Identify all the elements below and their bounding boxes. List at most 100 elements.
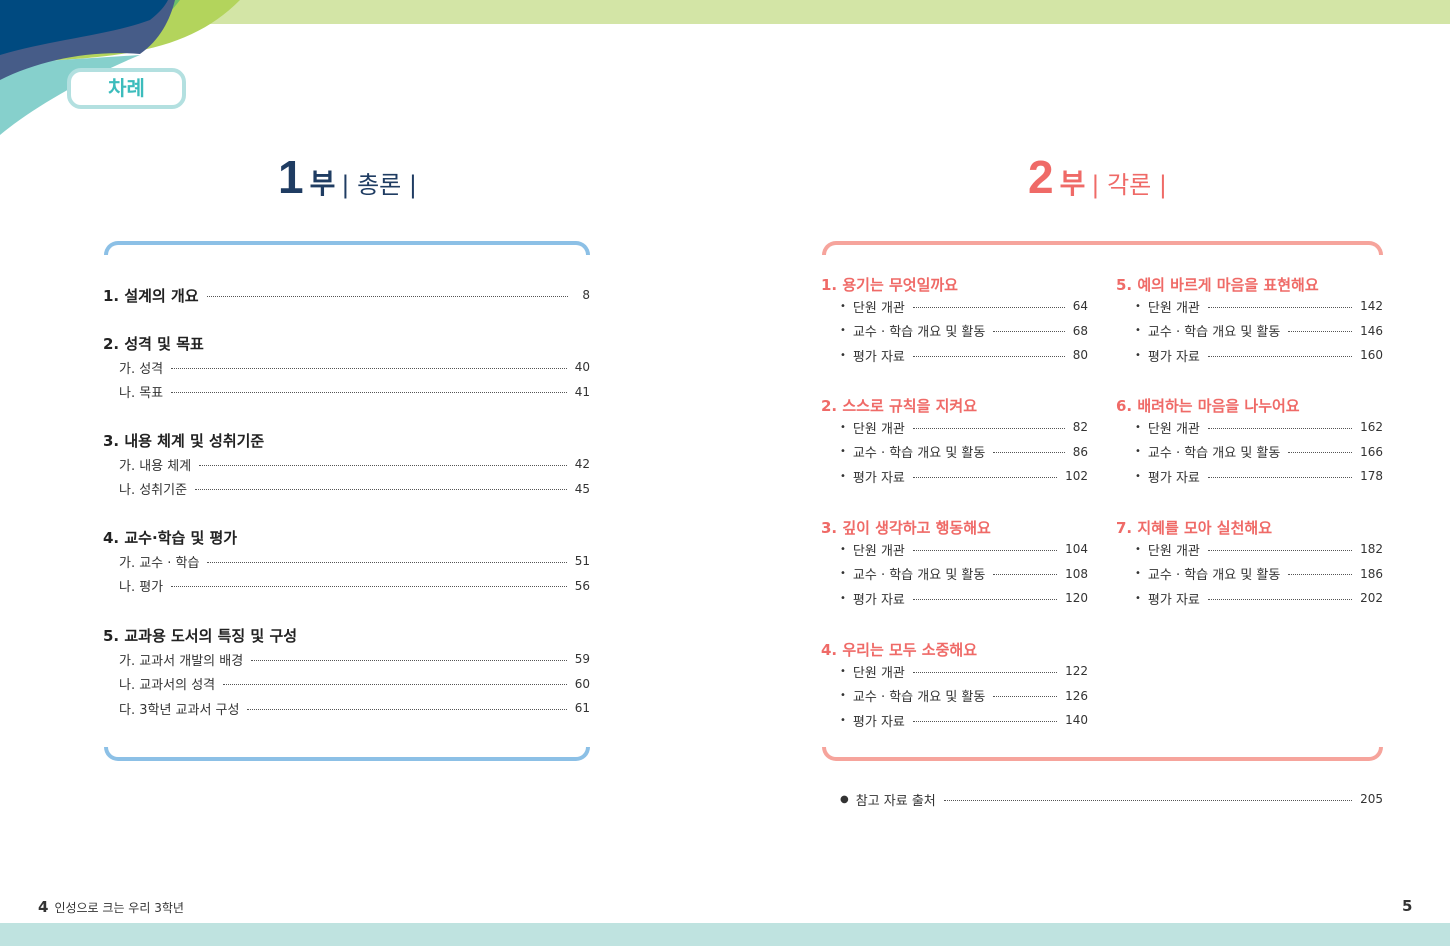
- bullet-icon: •: [840, 300, 846, 312]
- leader-dots: [912, 476, 1058, 478]
- unit-heading[interactable]: 3. 깊이 생각하고 행동해요: [821, 519, 991, 537]
- leader-dots: [207, 561, 567, 563]
- leader-dots: [223, 684, 567, 685]
- toc-entry[interactable]: 나. 교과서의 성격 60: [119, 675, 590, 694]
- toc-section-heading[interactable]: 2. 성격 및 목표: [103, 334, 204, 353]
- entry-label: 교수 · 학습 개요 및 활동: [852, 446, 986, 461]
- leader-dots: [1288, 331, 1353, 332]
- toc-section-entry[interactable]: 1. 설계의 개요 8: [103, 286, 590, 305]
- unit-heading[interactable]: 7. 지혜를 모아 실천해요: [1116, 519, 1273, 537]
- toc-entry[interactable]: • 교수 · 학습 개요 및 활동 126: [840, 687, 1088, 706]
- left-page-number: 4: [38, 898, 49, 916]
- leader-dots: [1288, 452, 1353, 453]
- entry-page: 64: [1072, 299, 1088, 313]
- leader-dots: [1207, 427, 1353, 429]
- toc-entry[interactable]: • 단원 개관 182: [1135, 540, 1383, 559]
- toc-section-heading[interactable]: 3. 내용 체계 및 성취기준: [103, 431, 265, 450]
- entry-page: 120: [1065, 591, 1088, 605]
- toc-entry[interactable]: • 평가 자료 202: [1135, 589, 1383, 608]
- leader-dots: [1207, 476, 1353, 478]
- unit-heading[interactable]: 1. 용기는 무엇일까요: [821, 276, 958, 294]
- toc-entry[interactable]: 가. 내용 체계 42: [119, 455, 590, 474]
- unit-heading[interactable]: 6. 배려하는 마음을 나누어요: [1116, 397, 1300, 415]
- unit-heading[interactable]: 4. 우리는 모두 소중해요: [821, 641, 978, 659]
- entry-label: 1. 설계의 개요: [103, 286, 199, 305]
- entry-page: 186: [1360, 566, 1383, 581]
- part1-title: 1 부 | 총론 |: [278, 150, 417, 204]
- part2-bracket-top: [822, 241, 1383, 255]
- leader-dots: [993, 696, 1058, 697]
- toc-entry[interactable]: • 단원 개관 122: [840, 662, 1088, 681]
- toc-entry[interactable]: 가. 교수 · 학습 51: [119, 552, 590, 571]
- leader-dots: [943, 799, 1353, 801]
- leader-dots: [247, 708, 567, 710]
- reference-entry[interactable]: ● 참고 자료 출처 205: [840, 790, 1383, 809]
- toc-entry[interactable]: 다. 3학년 교과서 구성 61: [119, 699, 590, 718]
- entry-label: 가. 성격: [119, 361, 164, 377]
- part2-bracket-bottom: [822, 747, 1383, 761]
- leader-dots: [912, 720, 1058, 722]
- toc-section-heading[interactable]: 5. 교과용 도서의 특징 및 구성: [103, 626, 298, 645]
- toc-entry[interactable]: • 평가 자료 102: [840, 467, 1088, 486]
- toc-entry[interactable]: • 교수 · 학습 개요 및 활동 68: [840, 322, 1088, 341]
- toc-entry[interactable]: • 평가 자료 120: [840, 589, 1088, 608]
- leader-dots: [171, 392, 567, 393]
- entry-page: 51: [574, 554, 590, 568]
- leader-dots: [993, 331, 1065, 332]
- leader-dots: [195, 489, 567, 490]
- toc-entry[interactable]: 나. 성취기준 45: [119, 480, 590, 499]
- bullet-icon: •: [840, 592, 846, 604]
- entry-label: 가. 교수 · 학습: [119, 555, 200, 571]
- bullet-icon: •: [1135, 349, 1141, 361]
- toc-entry[interactable]: 가. 성격 40: [119, 358, 590, 377]
- reference-label: 참고 자료 출처: [855, 793, 936, 809]
- bullet-icon: •: [840, 714, 846, 726]
- entry-label: 평가 자료: [852, 592, 905, 608]
- leader-dots: [1288, 574, 1353, 575]
- part1-bu: 부: [309, 167, 336, 200]
- entry-page: 102: [1065, 469, 1088, 483]
- entry-label: 교수 · 학습 개요 및 활동: [852, 690, 986, 705]
- bullet-icon: •: [840, 543, 846, 555]
- toc-entry[interactable]: • 평가 자료 160: [1135, 346, 1383, 365]
- toc-entry[interactable]: 나. 목표 41: [119, 383, 590, 402]
- entry-label: 평가 자료: [852, 470, 905, 486]
- toc-section-heading[interactable]: 4. 교수·학습 및 평가: [103, 528, 238, 547]
- leader-dots: [912, 671, 1058, 673]
- toc-entry[interactable]: • 교수 · 학습 개요 및 활동 186: [1135, 565, 1383, 584]
- entry-page: 68: [1072, 323, 1088, 338]
- toc-entry[interactable]: • 평가 자료 178: [1135, 467, 1383, 486]
- entry-label: 단원 개관: [1147, 543, 1200, 559]
- bullet-icon: •: [1135, 421, 1141, 433]
- toc-entry[interactable]: • 평가 자료 140: [840, 711, 1088, 730]
- entry-page: 45: [574, 481, 590, 496]
- toc-entry[interactable]: 가. 교과서 개발의 배경 59: [119, 650, 590, 669]
- leader-dots: [993, 574, 1058, 575]
- bullet-icon: •: [840, 325, 846, 336]
- leader-dots: [912, 427, 1065, 429]
- entry-label: 단원 개관: [1147, 300, 1200, 316]
- leader-dots: [912, 306, 1065, 308]
- unit-heading[interactable]: 2. 스스로 규칙을 지켜요: [821, 397, 978, 415]
- toc-badge: 차례: [67, 68, 186, 109]
- footer-left: 4 인성으로 크는 우리 3학년: [38, 898, 184, 916]
- leader-dots: [912, 355, 1065, 357]
- part1-bracket-bottom: [104, 747, 590, 761]
- entry-page: 140: [1065, 713, 1088, 727]
- toc-entry[interactable]: • 평가 자료 80: [840, 346, 1088, 365]
- top-band: [0, 0, 1450, 24]
- toc-entry[interactable]: • 단원 개관 104: [840, 540, 1088, 559]
- entry-page: 122: [1065, 664, 1088, 678]
- toc-entry[interactable]: • 교수 · 학습 개요 및 활동 108: [840, 565, 1088, 584]
- toc-entry[interactable]: 나. 평가 56: [119, 577, 590, 596]
- toc-entry[interactable]: • 교수 · 학습 개요 및 활동 166: [1135, 443, 1383, 462]
- toc-entry[interactable]: • 교수 · 학습 개요 및 활동 86: [840, 443, 1088, 462]
- leader-dots: [1207, 549, 1353, 551]
- unit-heading[interactable]: 5. 예의 바르게 마음을 표현해요: [1116, 276, 1319, 294]
- toc-entry[interactable]: • 단원 개관 82: [840, 418, 1088, 437]
- toc-entry[interactable]: • 단원 개관 64: [840, 297, 1088, 316]
- right-page-number: 5: [1402, 897, 1413, 915]
- toc-entry[interactable]: • 단원 개관 162: [1135, 418, 1383, 437]
- toc-entry[interactable]: • 교수 · 학습 개요 및 활동 146: [1135, 322, 1383, 341]
- toc-entry[interactable]: • 단원 개관 142: [1135, 297, 1383, 316]
